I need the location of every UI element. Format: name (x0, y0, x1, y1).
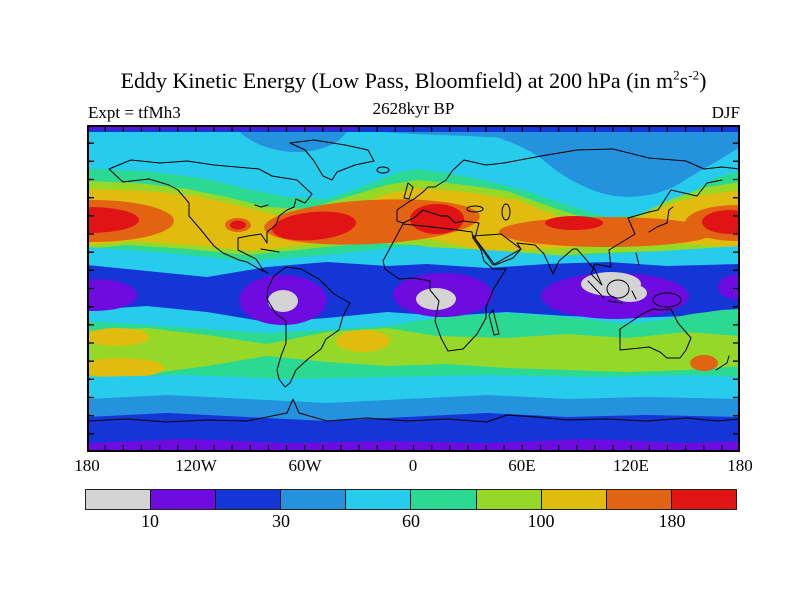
title-close-paren: ) (699, 68, 707, 93)
coast-eurasia-north (396, 148, 741, 222)
subtitle-age: 2628kyr BP (372, 99, 455, 118)
x-tick-60E: 60E (508, 456, 536, 475)
coast-philippines (635, 252, 640, 266)
contour-red-us (230, 220, 246, 230)
title-text: Eddy Kinetic Energy (Low Pass, Bloomfiel… (120, 68, 674, 93)
coast-madagascar (488, 309, 500, 336)
coast-great-lakes (254, 204, 269, 208)
coast-cuba (260, 248, 280, 253)
coast-new-guinea (652, 292, 682, 308)
coast-africa (382, 223, 507, 352)
title-superscript-minus2: -2 (688, 67, 700, 83)
colorbar-label-10: 10 (141, 511, 159, 531)
coast-java (607, 300, 623, 304)
season-label: DJF (711, 103, 740, 122)
eke-minimum-africa (416, 288, 456, 310)
colorbar (85, 489, 737, 510)
contour-gold-south-atlantic (336, 330, 390, 352)
colorbar-segment-100-140 (541, 490, 607, 509)
colorbar-segment-lt10 (86, 490, 152, 509)
x-tick-0: 0 (408, 456, 418, 475)
contour-red-central-asia (545, 216, 603, 230)
colorbar-label-30: 30 (272, 511, 290, 531)
coast-north-america (108, 159, 313, 274)
coast-south-america (266, 266, 351, 388)
title-superscript-2: 2 (673, 67, 680, 83)
contour-gold-se-pacific-b (76, 358, 164, 378)
colorbar-segment-60-80 (411, 490, 477, 509)
colorbar-segment-45-60 (346, 490, 412, 509)
colorbar-segment-80-100 (476, 490, 542, 509)
colorbar-segment-20-30 (216, 490, 282, 509)
contour-orange-asia (499, 217, 715, 247)
coast-arabia (472, 233, 522, 266)
coast-greenland (289, 139, 375, 181)
coast-borneo (606, 279, 630, 299)
coast-sulawesi (631, 290, 637, 300)
x-tick-120E: 120E (613, 456, 649, 475)
coast-sumatra (587, 280, 605, 299)
coast-caspian-sea (501, 203, 511, 221)
coast-antarctica (86, 398, 741, 423)
contour-fill-layers (10, 125, 789, 452)
contour-gold-se-pacific-a (85, 328, 149, 346)
contour-orange-new-zealand (690, 355, 718, 371)
map-frame-ticks (89, 127, 738, 450)
coast-eurasia-east (474, 179, 723, 286)
contour-red-atlantic (272, 211, 356, 241)
coast-japan (648, 206, 674, 233)
colorbar-label-180: 180 (658, 511, 686, 531)
colorbar-segment-140-180 (606, 490, 672, 509)
eke-minimum-maritime-b (613, 284, 647, 302)
coastlines (86, 139, 741, 423)
coast-black-sea (466, 205, 484, 213)
x-tick-180W: 180 (74, 456, 100, 475)
colorbar-segment-gt180 (671, 490, 736, 509)
colorbar-segment-10-20 (151, 490, 217, 509)
contour-band-sh-yellowgreen (87, 328, 740, 374)
contour-siberia-steel (477, 131, 740, 197)
colorbar-segment-30-45 (281, 490, 347, 509)
coast-australia (619, 308, 692, 359)
map-panel (10, 125, 789, 452)
map-frame (87, 125, 740, 452)
page-title: Eddy Kinetic Energy (Low Pass, Bloomfiel… (87, 68, 740, 94)
x-tick-120W: 120W (175, 456, 217, 475)
colorbar-label-60: 60 (402, 511, 420, 531)
coast-mediterranean (396, 209, 480, 239)
contour-canada-steel (237, 129, 347, 153)
coast-iceland (376, 166, 390, 174)
experiment-label: Expt = tfMh3 (88, 103, 181, 122)
coast-britain (403, 182, 414, 200)
eke-minimum-amazon (268, 290, 298, 312)
title-unit-s: s (679, 68, 689, 93)
coast-new-zealand (715, 355, 730, 371)
eke-contour-map (10, 125, 789, 452)
x-tick-60W: 60W (288, 456, 322, 475)
x-tick-180E: 180 (727, 456, 753, 475)
colorbar-label-100: 100 (527, 511, 555, 531)
